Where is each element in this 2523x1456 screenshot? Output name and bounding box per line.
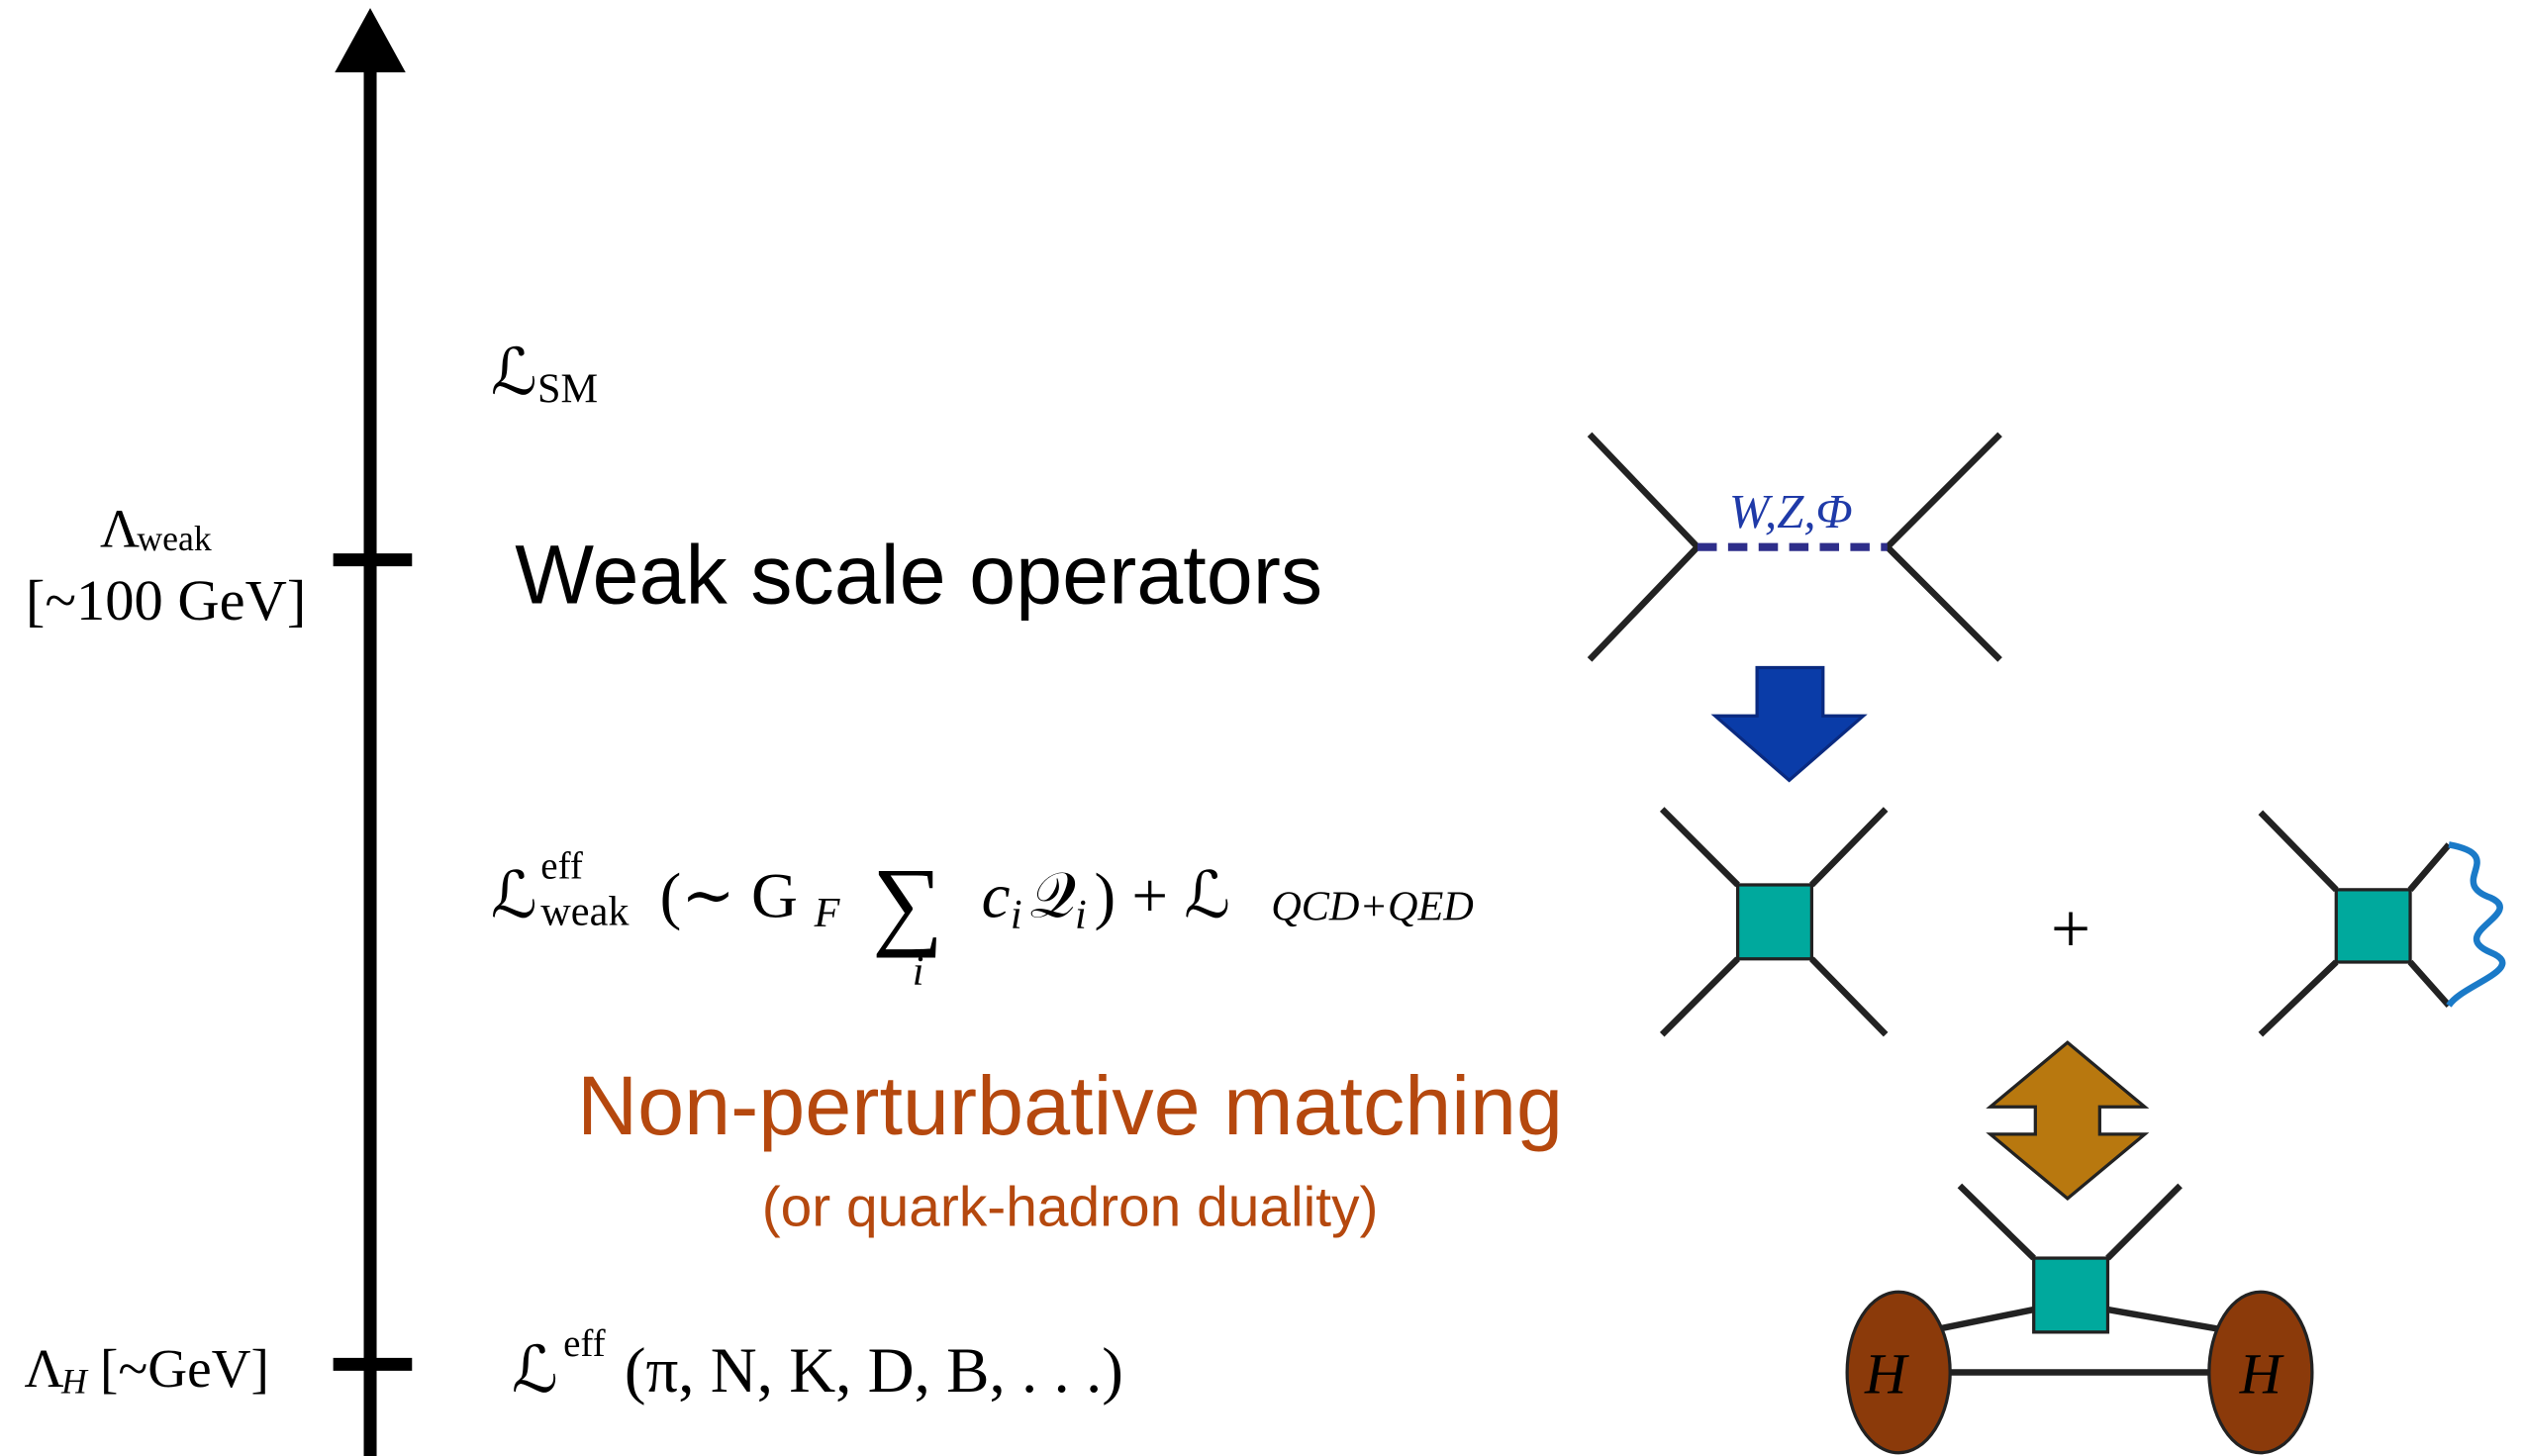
- weak-scale-sub: weak: [137, 519, 212, 558]
- lweak-rest-sub: QCD+QED: [1271, 884, 1474, 930]
- contact-diagram: [1659, 807, 1889, 1037]
- down-arrow: [1710, 665, 1868, 783]
- lhad-symbol: ℒ: [512, 1335, 558, 1407]
- lweak-rest: ) + ℒ: [1094, 860, 1230, 931]
- lhad-args: (π, N, K, D, B, . . .): [625, 1335, 1123, 1407]
- lweak-sup: eff: [540, 844, 583, 887]
- hadron-label: H: [2239, 1342, 2284, 1407]
- lweak-coupling-sub: F: [814, 890, 841, 936]
- lsm-sub: SM: [537, 365, 598, 412]
- axis-arrowhead: [335, 8, 406, 73]
- double-arrow: [1986, 1040, 2150, 1202]
- weak-scale-symbol: Λ: [100, 499, 140, 559]
- exchange-label: W,Z,Φ: [1729, 485, 1853, 538]
- lweak-open: (∼ G: [660, 860, 798, 931]
- matching-subtitle: (or quark-hadron duality): [762, 1177, 1379, 1239]
- lweak-symbol: ℒ: [491, 860, 537, 931]
- plus: +: [2051, 890, 2090, 968]
- lweak-coef-sub: i: [1011, 892, 1022, 938]
- lweak-operator: 𝒬: [1029, 860, 1076, 931]
- lhad-sup: eff: [563, 1322, 606, 1365]
- hadron-scale-value: [~GeV]: [100, 1338, 269, 1399]
- matching-title: Non-perturbative matching: [577, 1058, 1563, 1152]
- lweak-coef: c: [982, 860, 1011, 931]
- weak-scale-value: [~100 GeV]: [26, 568, 306, 632]
- lweak-sum: ∑: [872, 847, 943, 958]
- lweak-sub: weak: [540, 889, 630, 935]
- exchange-diagram: [1587, 432, 2002, 662]
- hadron-scale-sub: H: [60, 1362, 89, 1402]
- lweak-operator-sub: i: [1075, 892, 1087, 938]
- hadron-scale-symbol: Λ: [25, 1338, 64, 1399]
- lsm-symbol: ℒ: [491, 338, 537, 409]
- lweak-index: i: [913, 948, 924, 995]
- weak-heading: Weak scale operators: [515, 528, 1322, 622]
- hadron-label: H: [1864, 1342, 1909, 1407]
- hadron-diagram: [1845, 1183, 2314, 1455]
- radiative-diagram: [2258, 810, 2506, 1037]
